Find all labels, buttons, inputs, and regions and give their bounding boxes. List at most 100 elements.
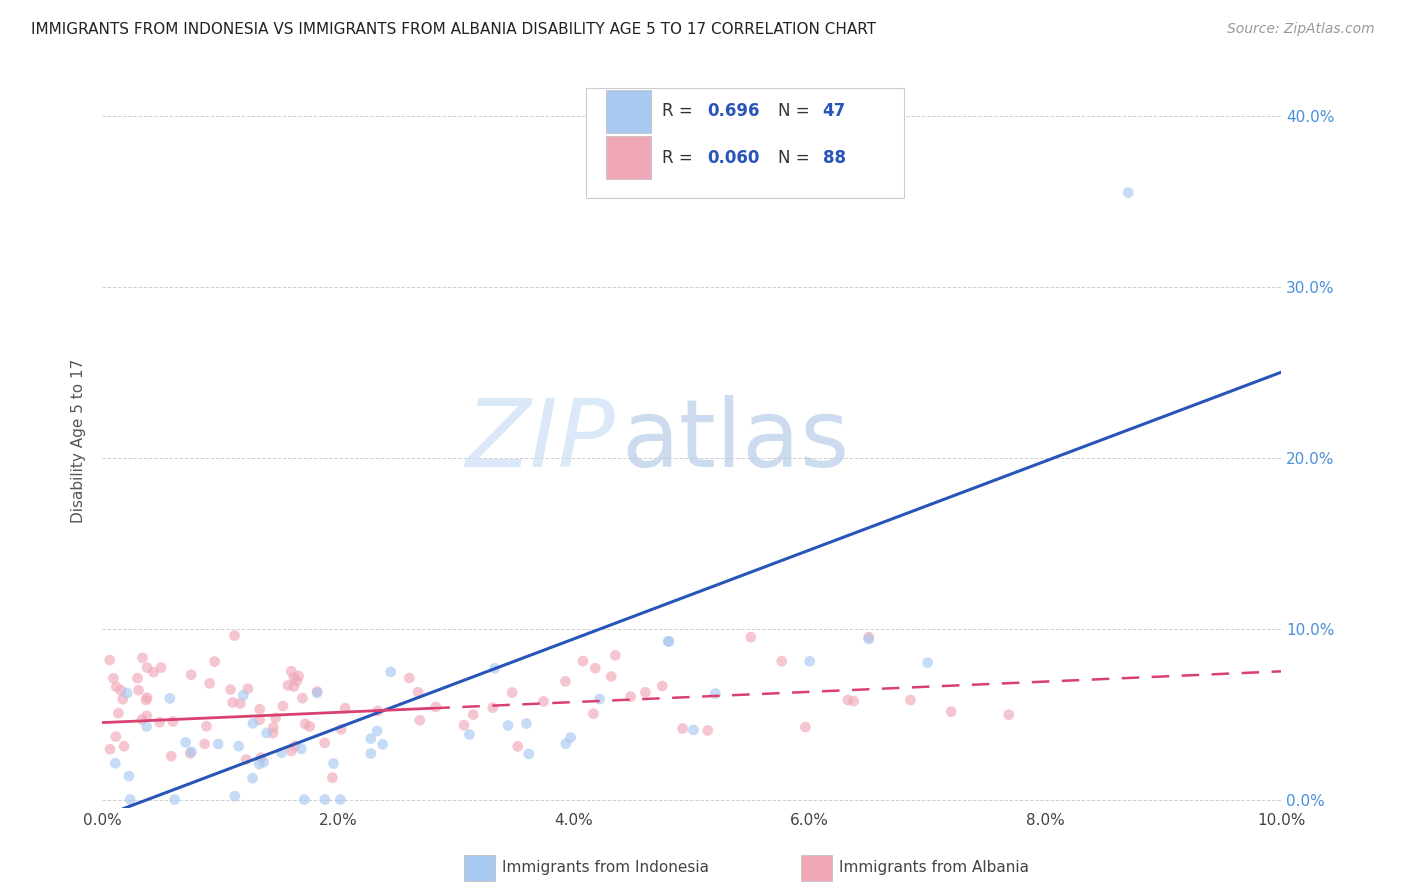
Point xyxy=(657,634,679,648)
Point xyxy=(398,671,420,685)
Point xyxy=(204,655,226,669)
Point xyxy=(458,727,481,741)
Point xyxy=(224,789,246,804)
Point xyxy=(271,699,294,714)
Point xyxy=(142,665,165,680)
Point xyxy=(219,682,242,697)
Point xyxy=(799,654,821,668)
Point xyxy=(658,634,681,648)
Point xyxy=(194,737,217,751)
Point xyxy=(917,656,939,670)
FancyBboxPatch shape xyxy=(606,136,651,178)
Text: Source: ZipAtlas.com: Source: ZipAtlas.com xyxy=(1227,22,1375,37)
Text: ZIP: ZIP xyxy=(465,395,616,486)
Point xyxy=(1116,186,1139,200)
Point xyxy=(290,741,312,756)
Point xyxy=(174,735,197,749)
Point xyxy=(740,630,762,644)
Text: Immigrants from Indonesia: Immigrants from Indonesia xyxy=(502,861,709,875)
Point xyxy=(150,660,173,674)
Point xyxy=(135,708,157,723)
Point xyxy=(235,752,257,766)
Point xyxy=(249,702,271,716)
Point xyxy=(600,669,623,683)
Point xyxy=(247,757,270,772)
Point xyxy=(329,792,352,806)
Point xyxy=(582,706,605,721)
Point xyxy=(481,700,503,714)
Text: IMMIGRANTS FROM INDONESIA VS IMMIGRANTS FROM ALBANIA DISABILITY AGE 5 TO 17 CORR: IMMIGRANTS FROM INDONESIA VS IMMIGRANTS … xyxy=(31,22,876,37)
Point xyxy=(159,691,181,706)
Point xyxy=(98,653,121,667)
Point xyxy=(463,707,485,722)
Point xyxy=(180,667,202,681)
Point xyxy=(554,674,576,689)
Point xyxy=(501,685,523,699)
Point xyxy=(224,628,246,642)
Point xyxy=(160,749,183,764)
Point xyxy=(127,671,149,685)
Point xyxy=(515,716,537,731)
Text: 88: 88 xyxy=(823,148,845,167)
Point xyxy=(107,706,129,721)
Point xyxy=(837,693,859,707)
Point xyxy=(136,660,159,674)
Point xyxy=(900,693,922,707)
Point xyxy=(634,685,657,699)
Point xyxy=(104,730,127,744)
Point xyxy=(298,719,321,733)
Point xyxy=(284,739,307,753)
Point xyxy=(484,661,506,675)
Point xyxy=(367,704,389,718)
Text: N =: N = xyxy=(778,148,814,167)
Point xyxy=(292,792,315,806)
Point xyxy=(941,705,963,719)
Point xyxy=(794,720,817,734)
Point xyxy=(262,726,284,740)
Point xyxy=(425,700,447,714)
Point xyxy=(111,692,134,706)
Point xyxy=(294,717,316,731)
Point xyxy=(682,723,704,737)
Point xyxy=(249,713,271,727)
Point xyxy=(997,707,1019,722)
Point xyxy=(314,736,336,750)
Point xyxy=(704,687,727,701)
Point xyxy=(307,686,329,700)
Point xyxy=(232,688,254,702)
Point xyxy=(406,685,429,699)
FancyBboxPatch shape xyxy=(586,87,904,198)
Point xyxy=(517,747,540,761)
Point xyxy=(291,691,314,706)
Point xyxy=(256,726,278,740)
Point xyxy=(250,750,273,764)
Point xyxy=(506,739,529,754)
Point xyxy=(380,665,402,679)
Point xyxy=(330,723,353,737)
Point xyxy=(118,769,141,783)
Point xyxy=(858,632,880,646)
Point xyxy=(136,690,159,705)
Text: atlas: atlas xyxy=(621,394,849,486)
Point xyxy=(149,715,172,730)
Point xyxy=(366,724,388,739)
Point xyxy=(264,711,287,725)
Point xyxy=(307,684,329,698)
Point xyxy=(605,648,627,663)
Point xyxy=(115,686,138,700)
Text: Immigrants from Albania: Immigrants from Albania xyxy=(839,861,1029,875)
Point xyxy=(409,713,432,727)
Point xyxy=(314,792,336,806)
Point xyxy=(280,665,302,679)
Point xyxy=(112,739,135,754)
Point xyxy=(572,654,595,668)
Point xyxy=(371,738,394,752)
Point xyxy=(162,714,184,729)
Point xyxy=(198,676,221,690)
Point xyxy=(270,746,292,760)
Point xyxy=(163,792,186,806)
Text: R =: R = xyxy=(662,103,699,120)
Point xyxy=(321,771,343,785)
Point xyxy=(285,673,308,688)
Point xyxy=(263,720,285,734)
